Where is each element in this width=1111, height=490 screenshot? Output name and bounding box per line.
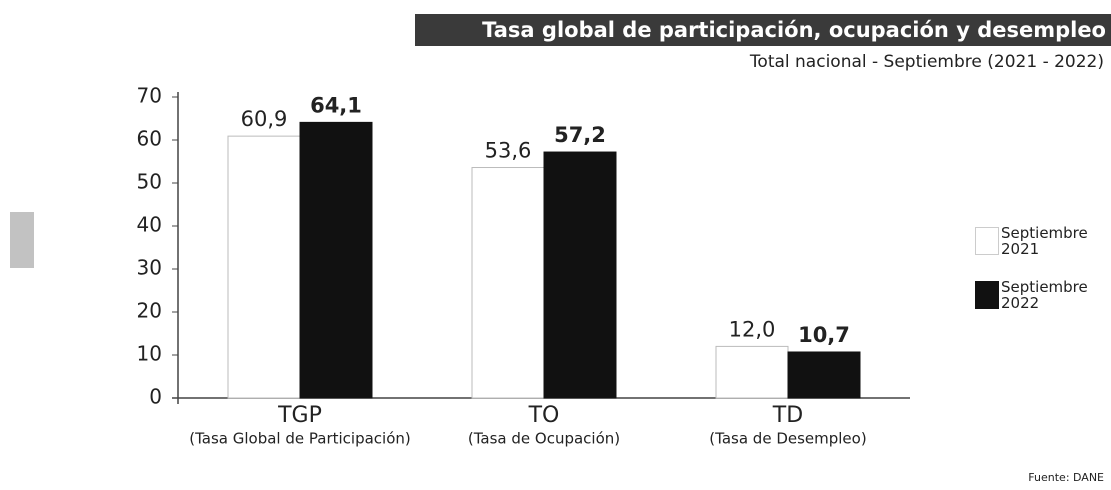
x-tick-label: TO	[528, 403, 560, 428]
bar	[227, 135, 301, 399]
y-tick-label: 60	[137, 127, 162, 151]
value-label: 53,6	[485, 139, 532, 163]
y-tick-label: 50	[137, 170, 162, 194]
value-label: 60,9	[241, 107, 288, 131]
y-tick-label: 70	[137, 84, 162, 108]
title-box	[415, 14, 1111, 46]
x-tick-description: (Tasa de Desempleo)	[709, 430, 866, 448]
source: Fuente: DANE	[1028, 471, 1104, 484]
bar	[471, 167, 545, 399]
x-tick-label: TD	[772, 403, 803, 428]
y-tick-label: 30	[137, 256, 162, 280]
value-label: 64,1	[310, 93, 362, 117]
legend: Septiembre 2021 Septiembre 2022	[975, 225, 1111, 333]
legend-item: Septiembre 2022	[975, 279, 1111, 333]
legend-label: Septiembre 2021	[1001, 224, 1088, 258]
y-tick-label: 40	[137, 213, 162, 237]
bar	[299, 121, 373, 399]
legend-label: Septiembre 2022	[1001, 278, 1088, 312]
x-tick-label: TGP	[277, 403, 322, 428]
y-tick-label: 20	[137, 299, 162, 323]
y-tick-label: 10	[137, 342, 162, 366]
chart-subtitle: Total nacional - Septiembre (2021 - 2022…	[749, 52, 1104, 72]
x-tick-description: (Tasa de Ocupación)	[468, 430, 620, 448]
chart-title: Tasa global de participación, ocupación …	[482, 18, 1106, 42]
x-tick-description: (Tasa Global de Participación)	[189, 430, 411, 448]
value-label: 57,2	[554, 123, 606, 147]
value-label: 12,0	[729, 317, 776, 341]
legend-swatch	[975, 227, 999, 255]
bar	[715, 345, 789, 399]
decoration	[10, 212, 34, 268]
y-tick-label: 0	[149, 385, 162, 409]
legend-swatch	[975, 281, 999, 309]
bar	[787, 351, 861, 399]
legend-item: Septiembre 2021	[975, 225, 1111, 279]
bar	[543, 151, 617, 399]
value-label: 10,7	[798, 323, 850, 347]
